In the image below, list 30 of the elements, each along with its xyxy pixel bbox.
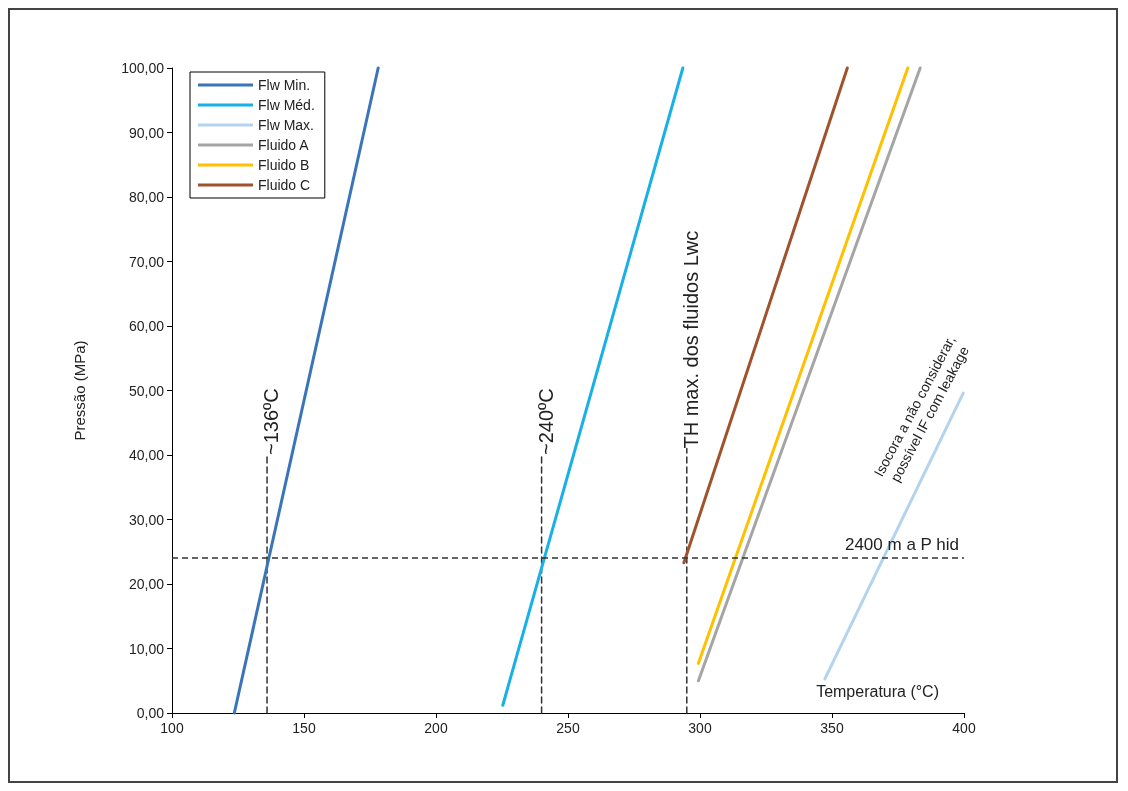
- legend-label: Flw Méd.: [258, 97, 315, 113]
- legend-label: Fluido A: [258, 137, 310, 153]
- y-axis-title: Pressão (MPa): [71, 340, 88, 441]
- legend-label: Flw Min.: [258, 77, 311, 93]
- text: ~240ºC: [534, 388, 557, 455]
- y-tick-label: 100,00: [121, 60, 165, 76]
- y-tick-label: 90,00: [128, 124, 165, 141]
- x-tick-label: 200: [424, 720, 448, 736]
- x-axis-title: Temperatura (°C): [816, 682, 939, 700]
- x-tick-label: 400: [952, 720, 976, 736]
- x-tick-label: 150: [292, 720, 316, 736]
- y-tick-label: 40,00: [128, 447, 165, 463]
- x-tick-label: 300: [688, 720, 712, 736]
- y-tick-label: 70,00: [128, 253, 165, 270]
- y-tick-label: 50,00: [128, 382, 165, 399]
- x-tick-label: 250: [556, 720, 580, 736]
- y-tick-label: 80,00: [128, 189, 165, 205]
- legend-label: Fluido C: [258, 177, 311, 193]
- y-tick-label: 10,00: [128, 640, 165, 657]
- text: TH max. dos fluidos Lwc: [679, 230, 702, 449]
- y-tick-label: 60,00: [128, 318, 165, 334]
- ref-line-label: 2400 m a P hid: [844, 535, 959, 555]
- legend-label: Fluido B: [258, 157, 310, 173]
- legend-label: Flw Max.: [258, 117, 314, 133]
- y-tick-label: 20,00: [128, 576, 165, 592]
- x-tick-label: 100: [160, 720, 184, 736]
- text: ~136ºC: [260, 388, 283, 455]
- x-tick-label: 350: [820, 720, 844, 736]
- y-tick-label: 30,00: [128, 511, 165, 528]
- y-tick-label: 0,00: [136, 705, 165, 721]
